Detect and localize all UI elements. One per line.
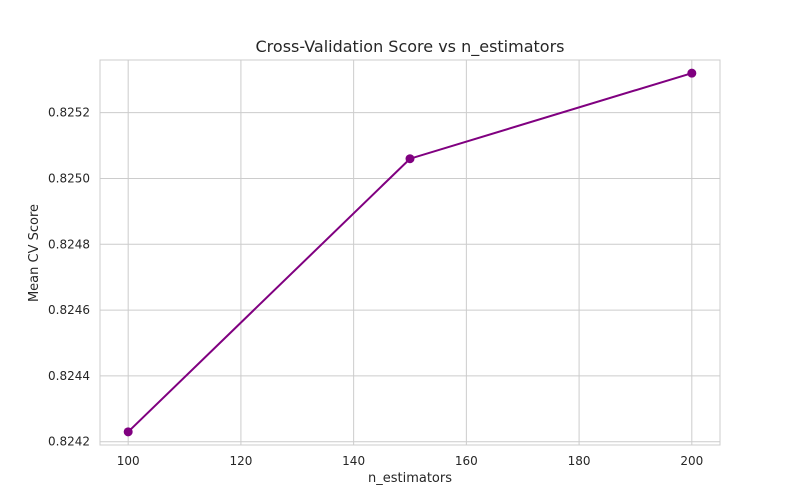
x-tick-label: 100 xyxy=(117,454,140,468)
x-tick-label: 120 xyxy=(229,454,252,468)
y-tick-label: 0.8244 xyxy=(48,369,90,383)
y-tick-label: 0.8242 xyxy=(48,435,90,449)
x-tick-label: 140 xyxy=(342,454,365,468)
y-tick-label: 0.8246 xyxy=(48,303,90,317)
y-tick-label: 0.8248 xyxy=(48,237,90,251)
y-tick-label: 0.8250 xyxy=(48,171,90,185)
tick-labels: 100 120 140 160 180 200 0.8242 0.8244 0.8246 0.82… xyxy=(48,106,703,468)
data-point-marker xyxy=(687,68,697,78)
y-axis-label: Mean CV Score xyxy=(27,204,42,302)
chart-title: Cross-Validation Score vs n_estimators xyxy=(256,37,565,57)
x-tick-label: 160 xyxy=(455,454,478,468)
x-tick-label: 200 xyxy=(680,454,703,468)
plot-area-frame xyxy=(99,59,721,446)
x-axis-label: n_estimators xyxy=(368,471,452,486)
grid xyxy=(100,60,720,445)
series-layer xyxy=(123,68,697,437)
y-tick-label: 0.8252 xyxy=(48,106,90,120)
x-tick-label: 180 xyxy=(568,454,591,468)
data-point-marker xyxy=(405,154,415,164)
series-line xyxy=(127,72,693,433)
data-point-marker xyxy=(123,427,133,437)
